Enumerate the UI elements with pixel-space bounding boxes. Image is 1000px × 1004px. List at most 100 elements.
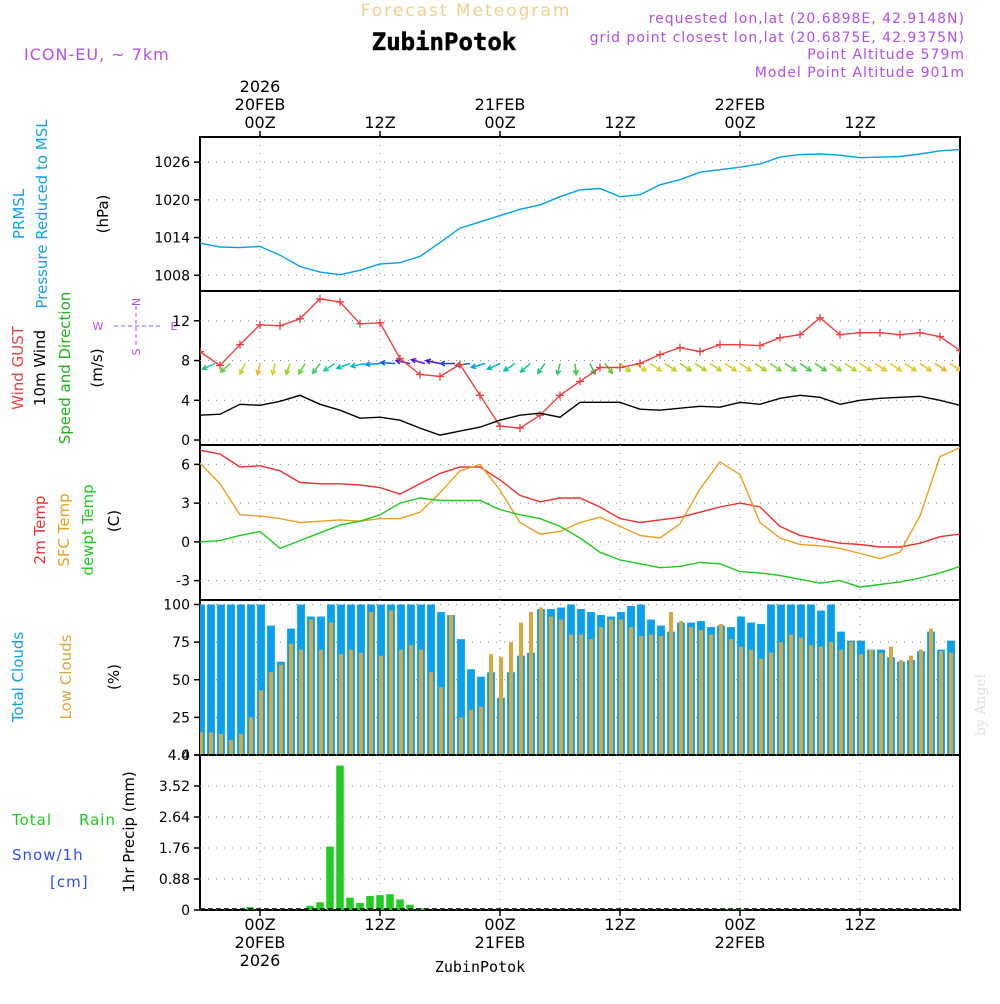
low-clouds-bar (299, 649, 303, 755)
y-tick-label: 50 (172, 673, 190, 689)
low-clouds-bar (789, 634, 793, 755)
low-clouds-bar (679, 621, 683, 755)
arrow-head (625, 366, 632, 373)
arrow-shaft (285, 363, 291, 375)
arrow-head (201, 364, 208, 371)
arrow-shaft (411, 358, 426, 365)
arrow-head (835, 365, 843, 372)
total-rain-bar (396, 899, 404, 910)
low-clouds-bar (689, 627, 693, 755)
arrow-shaft (679, 362, 692, 372)
wind-direction-arrow-icon (519, 362, 531, 374)
gust-marker (216, 361, 224, 370)
arrow-shaft (365, 362, 381, 366)
total-clouds-bar (247, 604, 255, 755)
total-rain-bar (306, 905, 314, 910)
gust-marker (476, 391, 484, 400)
wind-direction-arrow-icon (754, 362, 768, 372)
gust-marker (856, 328, 864, 337)
gust-marker (776, 333, 784, 342)
wind-direction-arrow-icon (604, 363, 614, 375)
wind-direction-arrow-icon (724, 362, 738, 372)
precip-snow-unit-label: [cm] (50, 873, 89, 891)
low-clouds-bar (749, 649, 753, 755)
arrow-head (255, 369, 262, 377)
low-clouds-bar (319, 649, 323, 755)
wind-direction-arrow-icon (255, 363, 262, 377)
gust-marker (376, 318, 384, 327)
low-clouds-bar (869, 649, 873, 755)
wind-direction-arrow-icon (949, 362, 960, 372)
arrow-head (910, 365, 918, 372)
cloud-labels: Total Clouds Low Clouds (%) (9, 632, 123, 724)
compass-east: E (171, 320, 178, 333)
low-clouds-bar (599, 627, 603, 755)
wind-direction-arrow-icon (439, 360, 455, 367)
cloud-unit: (%) (105, 664, 123, 690)
low-clouds-bar (829, 642, 833, 755)
low-clouds-bar (399, 649, 403, 755)
bottom-time-label: 00Z (724, 915, 755, 934)
wind-direction-arrow-icon (874, 362, 888, 372)
wind-gust-label: Wind GUST (9, 325, 27, 410)
low-clouds-bar (669, 612, 673, 755)
low-clouds-bar (200, 732, 203, 755)
wind-direction-arrow-icon (784, 362, 798, 372)
wind-direction-arrow-icon (201, 362, 216, 371)
gust-marker (816, 313, 824, 322)
arrow-head (715, 365, 723, 372)
wind-direction-arrow-icon (364, 361, 381, 368)
arrow-shaft (487, 362, 501, 370)
low-clouds-bar (259, 690, 263, 755)
compass-west: W (93, 320, 104, 333)
precip-panel: 0 0.88 1.76 2.64 3.52 4.4 (159, 748, 961, 919)
low-clouds-bar (469, 709, 473, 755)
arrow-shaft (649, 362, 662, 372)
gust-marker (916, 328, 924, 337)
wind-direction-arrow-icon (799, 362, 813, 372)
compass-north: N (130, 298, 143, 306)
wind-direction-arrow-icon (298, 363, 306, 376)
wind-direction-arrow-icon (919, 362, 933, 372)
wind-direction-arrow-icon (536, 363, 546, 375)
pressure-panel: 1008 1014 1020 1026 (154, 136, 961, 292)
wind-direction-arrow-icon (859, 362, 873, 372)
total-rain-bar (346, 897, 354, 910)
arrow-head (486, 364, 493, 371)
arrow-shaft (724, 362, 737, 372)
arrow-head (865, 365, 873, 372)
low-clouds-bar (779, 642, 783, 755)
low-clouds-bar (619, 619, 623, 755)
low-clouds-bar (339, 654, 343, 755)
total-rain-bar (366, 895, 374, 910)
low-clouds-bar (929, 628, 933, 755)
top-time-label: 12Z (364, 113, 395, 132)
wind-direction-arrow-icon (739, 362, 753, 372)
gust-marker (576, 377, 584, 386)
wind-direction-arrow-icon (769, 362, 783, 372)
arrow-head (655, 365, 663, 372)
arrow-head (685, 365, 693, 372)
total-clouds-bar (257, 604, 265, 755)
temperature-data (200, 446, 960, 588)
precip-frame (199, 754, 961, 911)
y-tick-label: 4 (181, 393, 190, 409)
total-clouds-bar (237, 604, 245, 755)
top-time-label: 2026 (240, 77, 281, 96)
forecast-title: Forecast Meteogram (361, 1, 572, 21)
y-tick-label: 100 (163, 598, 190, 614)
gust-marker (676, 343, 684, 352)
arrow-head (640, 365, 648, 372)
low-clouds-bar (379, 655, 383, 755)
total-rain-bar (356, 902, 364, 910)
gust-marker (256, 320, 264, 329)
total-clouds-bar (200, 604, 205, 755)
gust-marker (200, 347, 204, 356)
total-rain-bar (376, 895, 384, 910)
arrow-shaft (471, 362, 486, 369)
gust-marker (456, 360, 464, 369)
wind-direction-arrow-icon (394, 358, 411, 365)
arrow-head (536, 368, 543, 375)
arrow-shaft (949, 362, 960, 371)
